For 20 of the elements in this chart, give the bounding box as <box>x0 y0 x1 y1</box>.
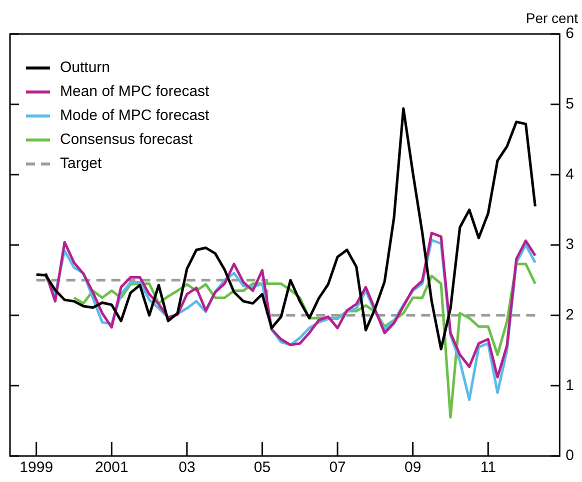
x-tick-label: 09 <box>404 459 422 476</box>
legend-label: Mode of MPC forecast <box>60 107 210 124</box>
legend-label: Mean of MPC forecast <box>60 83 210 100</box>
y-tick-label: 6 <box>566 25 574 42</box>
x-tick-label: 11 <box>480 459 496 476</box>
x-tick-label: 03 <box>178 459 196 476</box>
y-tick-label: 5 <box>566 95 574 112</box>
y-tick-label: 0 <box>566 447 574 464</box>
x-tick-label: 2001 <box>94 459 128 476</box>
x-tick-label: 1999 <box>20 459 54 476</box>
x-tick-label: 05 <box>254 459 271 476</box>
y-tick-label: 1 <box>566 376 574 394</box>
legend-label: Target <box>60 155 103 172</box>
y-axis-title: Per cent <box>526 10 578 26</box>
y-tick-label: 2 <box>566 306 574 324</box>
x-tick-label: 07 <box>329 459 346 476</box>
y-tick-label: 4 <box>566 166 574 183</box>
legend-label: Outturn <box>60 59 110 76</box>
y-tick-label: 3 <box>566 236 574 254</box>
legend-label: Consensus forecast <box>60 131 194 148</box>
